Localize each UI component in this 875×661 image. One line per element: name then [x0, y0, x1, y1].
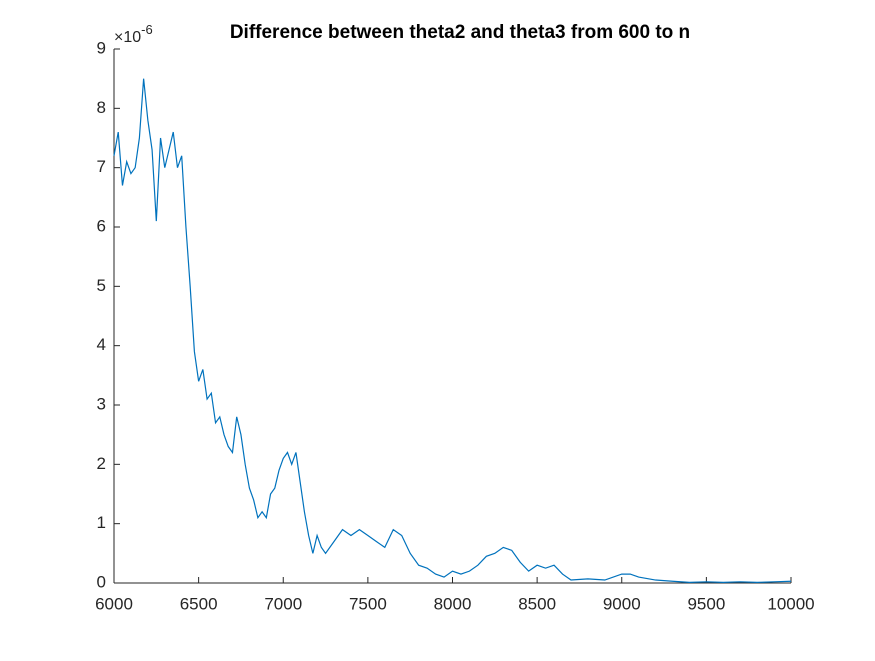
- y-tick-label: 1: [97, 513, 106, 532]
- y-tick-label: 4: [97, 335, 106, 354]
- y-tick-label: 6: [97, 216, 106, 235]
- x-tick-label: 9500: [687, 594, 725, 613]
- y-tick-label: 9: [97, 38, 106, 57]
- y-tick-label: 2: [97, 454, 106, 473]
- multiplier-base: ×10: [114, 29, 141, 46]
- data-line: [113, 78, 792, 584]
- y-tick-label: 5: [97, 276, 106, 295]
- multiplier-exponent: -6: [141, 22, 153, 37]
- x-tick-label: 6000: [95, 594, 133, 613]
- x-tick-label: 7000: [264, 594, 302, 613]
- y-multiplier: ×10-6: [114, 22, 153, 46]
- x-tick-label: 8500: [518, 594, 556, 613]
- y-tick-label: 8: [97, 98, 106, 117]
- x-tick-label: 8000: [434, 594, 472, 613]
- y-tick-label: 7: [97, 157, 106, 176]
- y-tick-label: 0: [97, 572, 106, 591]
- x-tick-label: 7500: [349, 594, 387, 613]
- x-tick-label: 10000: [767, 594, 814, 613]
- y-tick-label: 3: [97, 394, 106, 413]
- x-tick-label: 9000: [603, 594, 641, 613]
- chart-title: Difference between theta2 and theta3 fro…: [230, 22, 690, 43]
- x-tick-label: 6500: [180, 594, 218, 613]
